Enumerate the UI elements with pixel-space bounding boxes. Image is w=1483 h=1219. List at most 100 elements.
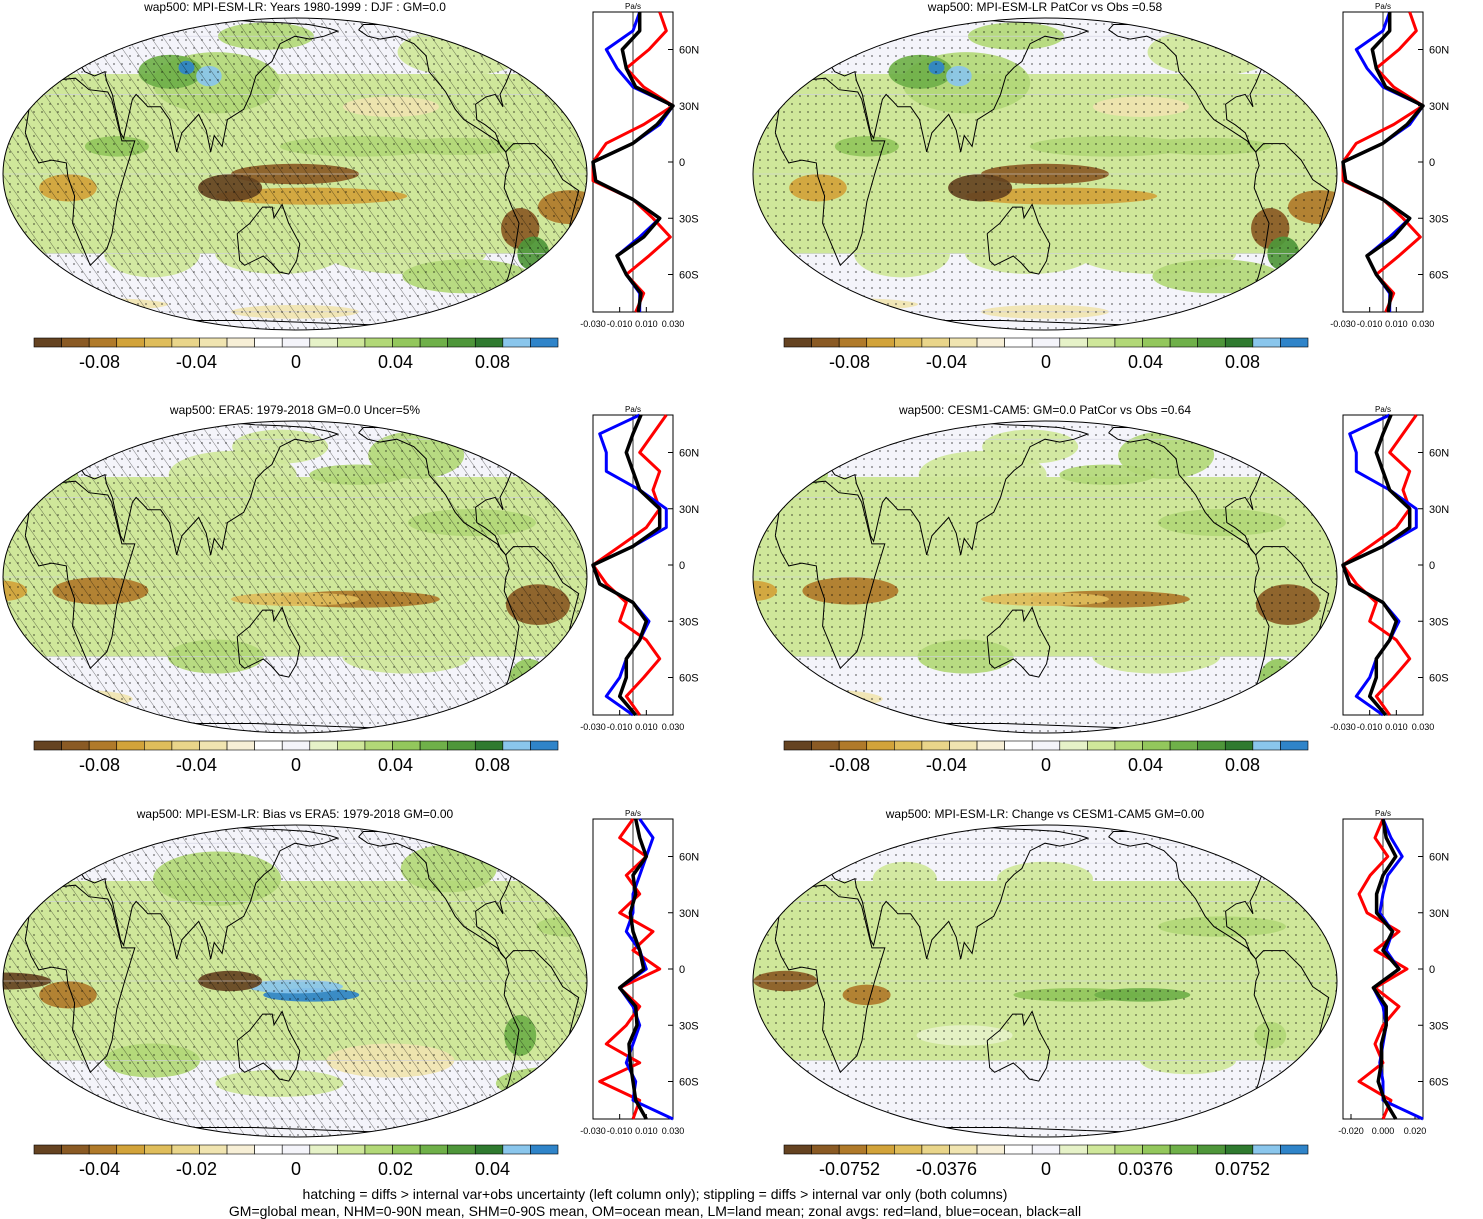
panel-change-vs-cesm: wap500: MPI-ESM-LR: Change vs CESM1-CAM5… xyxy=(750,807,1483,1187)
colorbar-label: -0.08 xyxy=(79,352,120,372)
colorbar: -0.08 -0.04 0 0.04 0.08 xyxy=(33,740,559,775)
map-field xyxy=(753,421,1337,733)
panel-title: wap500: MPI-ESM-LR: Bias vs ERA5: 1979-2… xyxy=(136,807,454,821)
colorbar-swatch xyxy=(1059,740,1088,751)
colorbar-swatch xyxy=(447,740,476,751)
colorbar: -0.08 -0.04 0 0.04 0.08 xyxy=(33,337,559,372)
colorbar-label: -0.08 xyxy=(829,755,870,775)
colorbar-swatch xyxy=(1004,337,1033,348)
colorbar-swatch xyxy=(1280,337,1309,348)
colorbar-swatch xyxy=(337,337,366,348)
colorbar-swatch xyxy=(1114,740,1143,751)
colorbar-label: 0 xyxy=(1041,352,1051,372)
map-border xyxy=(2,17,588,331)
colorbar-swatch xyxy=(1252,337,1281,348)
colorbar-swatch xyxy=(33,740,62,751)
ytick-label: 30N xyxy=(679,101,699,113)
colorbar-label: 0.02 xyxy=(378,1159,413,1179)
colorbar-swatch xyxy=(1224,1144,1254,1155)
colorbar-swatch xyxy=(1169,337,1198,348)
colorbar-swatch xyxy=(309,337,338,348)
coastline xyxy=(236,606,301,678)
xtick-label: 0.020 xyxy=(1404,1126,1427,1136)
xtick-label: 0.030 xyxy=(1412,319,1435,329)
colorbar-swatch xyxy=(144,1144,173,1155)
panel-title: wap500: MPI-ESM-LR: Years 1980-1999 : DJ… xyxy=(144,0,446,14)
panel-climatology-mpi: wap500: MPI-ESM-LR: Years 1980-1999 : DJ… xyxy=(0,0,700,390)
panel-patcor-mpi: wap500: MPI-ESM-LR PatCor vs Obs =0.58 -… xyxy=(750,0,1483,390)
colorbar-label: 0 xyxy=(1041,1159,1051,1179)
profile-series-all xyxy=(617,818,649,1120)
colorbar-swatch xyxy=(894,337,923,348)
ytick-label: 0 xyxy=(679,157,685,169)
colorbar-swatch xyxy=(1224,337,1254,348)
profile-series-all xyxy=(1341,414,1412,717)
colorbar-swatch xyxy=(226,740,255,751)
panel-era5-obs: wap500: ERA5: 1979-2018 GM=0.0 Uncer=5% … xyxy=(0,403,700,793)
colorbar-swatch xyxy=(116,740,145,751)
colorbar-label: -0.0752 xyxy=(819,1159,880,1179)
colorbar-swatch xyxy=(1087,1144,1116,1155)
colorbar-swatch xyxy=(474,740,504,751)
xtick-label: -0.030 xyxy=(580,722,606,732)
colorbar-label: 0.08 xyxy=(475,352,510,372)
coastline xyxy=(24,480,136,670)
xtick-label: 0.010 xyxy=(1385,722,1408,732)
colorbar-swatch xyxy=(364,337,393,348)
colorbar-swatch xyxy=(1252,1144,1281,1155)
colorbar-swatch xyxy=(254,740,283,751)
colorbar-swatch xyxy=(392,740,421,751)
colorbar-swatch xyxy=(447,337,476,348)
footer-caption-line1: hatching = diffs > internal var+obs unce… xyxy=(302,1186,1008,1202)
ytick-label: 60N xyxy=(1429,448,1449,460)
colorbar-swatch xyxy=(530,1144,559,1155)
xtick-label: -0.010 xyxy=(607,1126,633,1136)
colorbar-swatch xyxy=(144,337,173,348)
colorbar-swatch xyxy=(116,1144,145,1155)
xtick-label: -0.030 xyxy=(1330,722,1356,732)
colorbar-swatch xyxy=(866,337,895,348)
profile-unit: Pa/s xyxy=(1375,809,1391,818)
ytick-label: 0 xyxy=(1429,964,1435,976)
colorbar-swatch xyxy=(1197,1144,1226,1155)
ytick-label: 0 xyxy=(679,560,685,572)
colorbar-label: -0.0376 xyxy=(916,1159,977,1179)
map-border xyxy=(752,17,1338,331)
colorbar-swatch xyxy=(1087,740,1116,751)
ytick-label: 60N xyxy=(1429,45,1449,57)
colorbar-swatch xyxy=(1197,337,1226,348)
zonal-mean-profile: Pa/s 60N 30N 0 30S 60S -0.030 -0.010 0.010 0.030 xyxy=(580,809,699,1136)
xtick-label: 0.030 xyxy=(662,319,685,329)
xtick-label: 0.030 xyxy=(1412,722,1435,732)
map-border xyxy=(752,420,1338,734)
colorbar-swatch xyxy=(171,1144,200,1155)
colorbar-swatch xyxy=(838,1144,868,1155)
colorbar-label: 0.0752 xyxy=(1215,1159,1270,1179)
ytick-label: 30S xyxy=(679,616,699,628)
colorbar-swatch xyxy=(894,740,923,751)
profile-series-all xyxy=(1371,818,1401,1120)
colorbar-swatch xyxy=(309,740,338,751)
world-map xyxy=(2,824,588,1138)
colorbar-swatch xyxy=(447,1144,476,1155)
colorbar-swatch xyxy=(171,740,200,751)
colorbar-label: 0.08 xyxy=(1225,755,1260,775)
colorbar-swatch xyxy=(1142,740,1171,751)
xtick-label: -0.030 xyxy=(580,319,606,329)
colorbar-swatch xyxy=(838,740,868,751)
colorbar-swatch xyxy=(1142,337,1171,348)
zonal-mean-profile: Pa/s 60N 30N 0 30S 60S -0.030 -0.010 0.010 0.030 xyxy=(1330,405,1449,732)
colorbar-label: 0 xyxy=(291,755,301,775)
colorbar-swatch xyxy=(1004,1144,1033,1155)
panel-bias-vs-era5: wap500: MPI-ESM-LR: Bias vs ERA5: 1979-2… xyxy=(0,807,700,1187)
profile-series-all xyxy=(1341,12,1425,313)
colorbar-swatch xyxy=(783,337,812,348)
xtick-label: 0.010 xyxy=(635,722,658,732)
colorbar-swatch xyxy=(337,1144,366,1155)
colorbar-swatch xyxy=(419,740,448,751)
colorbar-swatch xyxy=(976,1144,1005,1155)
world-map xyxy=(752,420,1338,734)
colorbar-label: -0.02 xyxy=(176,1159,217,1179)
colorbar-swatch xyxy=(254,1144,283,1155)
ytick-label: 60S xyxy=(679,270,699,282)
